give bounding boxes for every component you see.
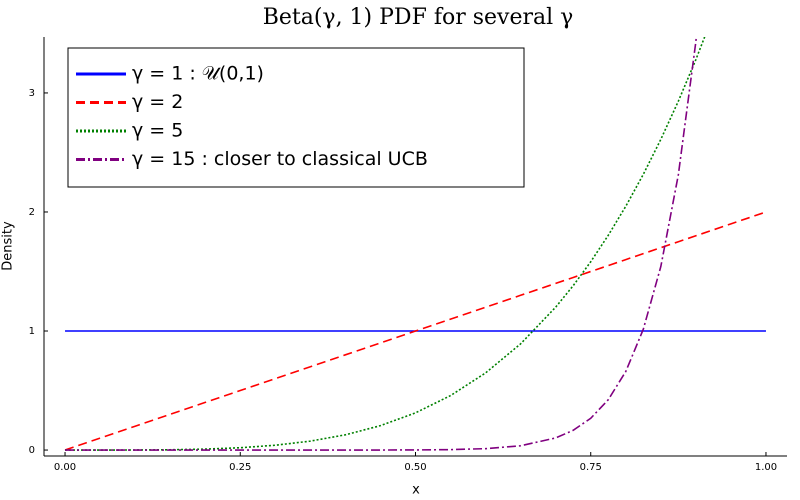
legend-label: γ = 15 : closer to classical UCB — [132, 148, 428, 170]
y-tick-label: 2 — [29, 207, 35, 218]
y-axis-label: Density — [1, 221, 16, 271]
legend-box — [67, 47, 525, 188]
x-tick-label: 1.00 — [755, 462, 777, 473]
line-series — [65, 37, 706, 451]
x-tick-label: 0.50 — [404, 462, 426, 473]
x-tick-label: 0.75 — [580, 462, 602, 473]
legend-label: γ = 1 : 𝒰(0,1) — [132, 63, 264, 85]
legend-label: γ = 5 — [132, 120, 183, 142]
legend-label: γ = 2 — [132, 91, 183, 113]
x-tick-label: 0.25 — [229, 462, 251, 473]
plot-area — [64, 37, 767, 451]
line-series — [64, 211, 767, 451]
y-tick-label: 3 — [29, 88, 35, 99]
y-tick-label: 1 — [29, 326, 35, 337]
line-series — [65, 37, 698, 451]
x-axis-label: x — [412, 483, 420, 498]
y-tick-label: 0 — [29, 445, 35, 456]
x-tick-label: 0.00 — [54, 462, 76, 473]
chart-title: Beta(γ, 1) PDF for several γ — [263, 5, 574, 30]
